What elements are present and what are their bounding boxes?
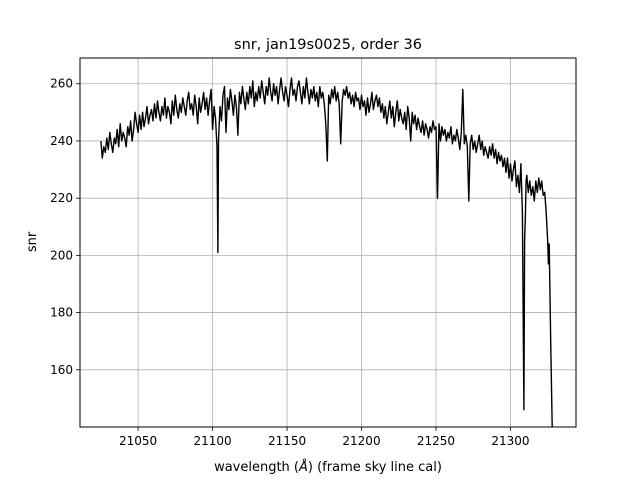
- y-axis: 160 180 200 220 240 260: [50, 77, 80, 377]
- y-tick-label: 160: [50, 363, 73, 377]
- x-tick-label: 21300: [491, 434, 529, 448]
- x-tick-label: 21150: [268, 434, 306, 448]
- x-axis-label-prefix: wavelength (: [214, 460, 299, 475]
- grid-lines: [80, 58, 576, 427]
- series-layer: [100, 77, 553, 428]
- y-axis-label: snr: [25, 231, 40, 252]
- x-tick-label: 21200: [342, 434, 380, 448]
- x-axis-label-unit: Å: [298, 459, 308, 475]
- y-tick-label: 240: [50, 134, 73, 148]
- x-tick-label: 21250: [417, 434, 455, 448]
- y-tick-label: 260: [50, 77, 73, 91]
- plot-area-frame: [79, 57, 577, 428]
- y-tick-label: 220: [50, 191, 73, 205]
- chart-title: snr, jan19s0025, order 36: [234, 37, 422, 53]
- y-tick-label: 200: [50, 248, 73, 262]
- x-axis: 21050 21100 21150 21200 21250 21300: [119, 427, 530, 448]
- snr-series-line: [100, 77, 553, 428]
- y-tick-label: 180: [50, 306, 73, 320]
- x-axis-label: wavelength (Å) (frame sky line cal): [214, 459, 442, 475]
- x-axis-label-suffix: ) (frame sky line cal): [308, 460, 442, 475]
- x-tick-label: 21100: [193, 434, 231, 448]
- x-tick-label: 21050: [119, 434, 157, 448]
